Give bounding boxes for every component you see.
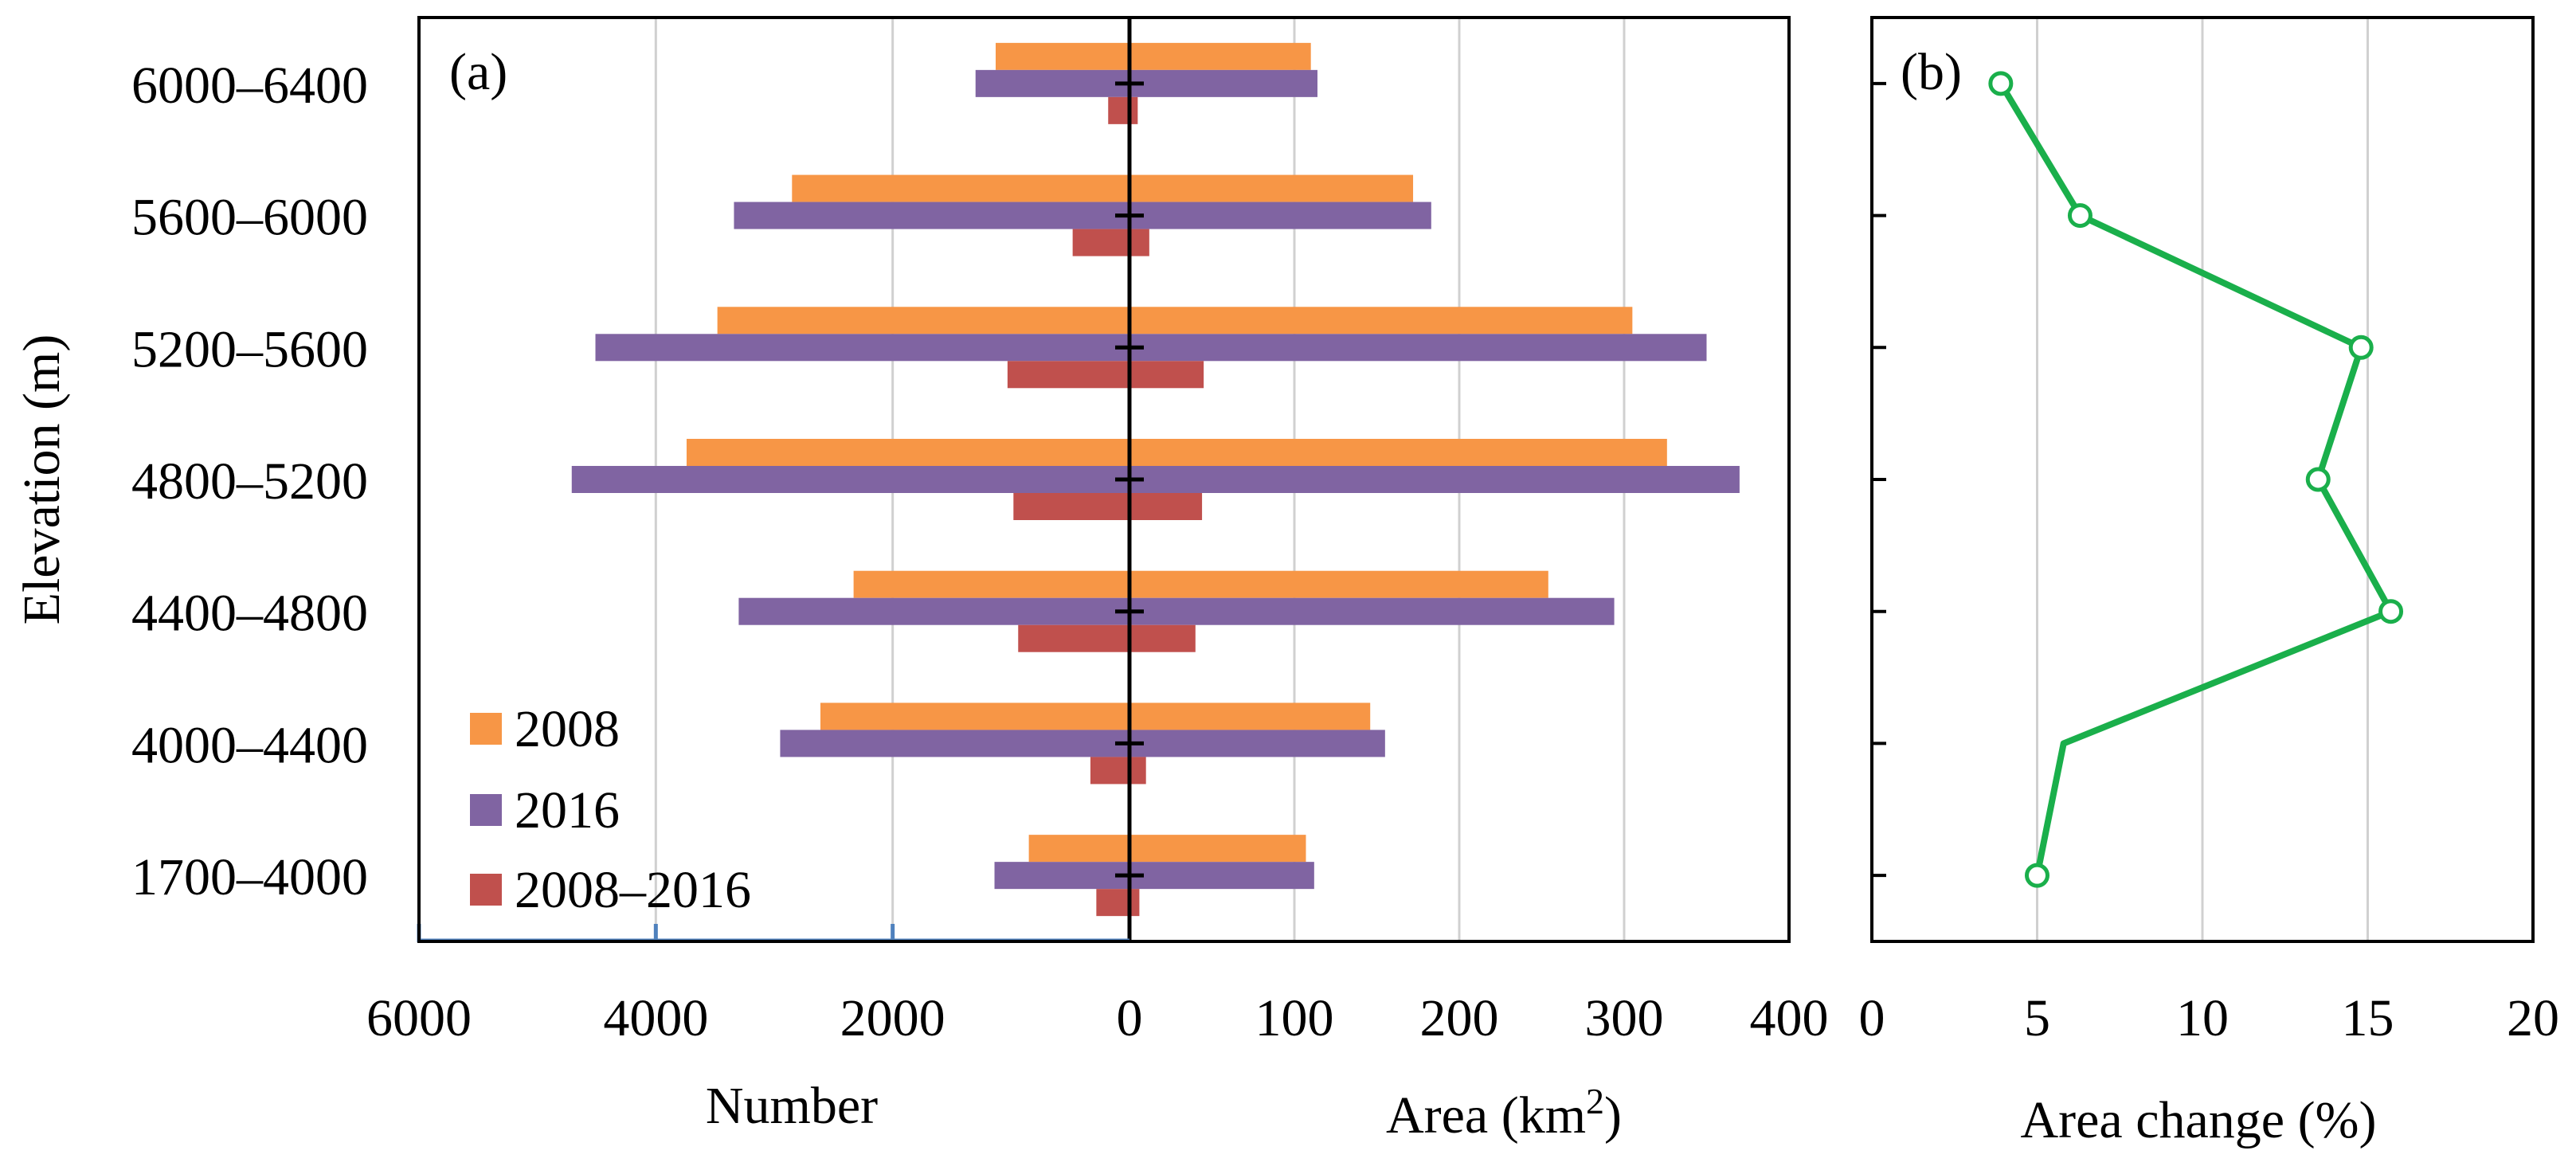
area-tick-label-200: 200 — [1420, 989, 1499, 1047]
bar-area-2008-1700-4000 — [1129, 835, 1306, 863]
number-tick-label-2000: 2000 — [840, 989, 945, 1047]
category-label-6000-6400: 6000–6400 — [131, 57, 368, 115]
area-tick-label-400: 400 — [1750, 989, 1829, 1047]
bar-number-2016-5600-6000 — [734, 202, 1129, 229]
bar-area-2008-2016-5200-5600 — [1129, 361, 1204, 389]
category-label-5600-6000: 5600–6000 — [131, 189, 368, 247]
category-label-1700-4000: 1700–4000 — [131, 848, 368, 906]
bar-area-2008-5200-5600 — [1129, 307, 1633, 335]
bar-number-2008-2016-1700-4000 — [1096, 889, 1129, 917]
bar-area-2016-1700-4000 — [1129, 862, 1314, 890]
bar-number-2008-2016-5200-5600 — [1007, 361, 1129, 389]
category-label-4800-5200: 4800–5200 — [131, 452, 368, 511]
bar-area-2008-2016-1700-4000 — [1129, 889, 1140, 917]
panel-b-category-ticks — [1872, 81, 1886, 878]
area-axis-title: Area (km2) — [1386, 1081, 1622, 1145]
bar-area-2016-4400-4800 — [1129, 597, 1615, 625]
legend-label-2016: 2016 — [515, 781, 620, 839]
panel-a-bars — [571, 42, 1740, 917]
y-axis-title: Elevation (m) — [13, 335, 71, 625]
bar-area-2008-2016-5600-6000 — [1129, 229, 1149, 256]
panel-a-frame — [417, 16, 1791, 943]
panel-a: (a) 6000–6400 5600–6000 5200–5600 4800–5200… — [13, 16, 1829, 1145]
legend-swatch-2016 — [470, 794, 502, 826]
bar-number-2008-2016-4000-4400 — [1090, 757, 1129, 785]
area-change-tick-label-5: 5 — [2024, 989, 2050, 1047]
bar-number-2008-6000-6400 — [996, 42, 1129, 70]
number-tick-label-4000: 4000 — [603, 989, 708, 1047]
area-change-axis-title: Area change (%) — [2020, 1091, 2376, 1149]
area-axis-tick-labels: 100 200 300 400 — [1255, 989, 1829, 1047]
legend-swatch-2008 — [470, 713, 502, 745]
area-change-point-6000-6400 — [1988, 71, 2014, 96]
bar-number-2016-4800-5200 — [571, 466, 1129, 493]
bar-area-2008-2016-6000-6400 — [1129, 96, 1138, 124]
bar-number-2016-6000-6400 — [975, 69, 1129, 97]
area-change-point-5600-6000 — [2067, 203, 2093, 229]
bar-number-2008-2016-5600-6000 — [1072, 229, 1129, 256]
bar-area-2008-6000-6400 — [1129, 42, 1311, 70]
bar-number-2008-4800-5200 — [686, 439, 1129, 466]
bar-number-2008-4400-4800 — [853, 570, 1129, 598]
category-label-5200-5600: 5200–5600 — [131, 320, 368, 378]
area-change-point-4400-4800 — [2378, 599, 2404, 624]
area-change-axis-tick-labels: 0 5 10 15 20 — [1859, 989, 2560, 1047]
area-axis-title-superscript: 2 — [1586, 1081, 1604, 1121]
panel-b-label: (b) — [1901, 43, 1962, 101]
bar-area-2016-4800-5200 — [1129, 466, 1740, 493]
bar-number-2008-2016-4400-4800 — [1018, 624, 1129, 652]
legend-swatch-2008-2016 — [470, 874, 502, 906]
legend-label-2008-2016: 2008–2016 — [515, 861, 751, 919]
area-change-tick-label-0: 0 — [1859, 989, 1885, 1047]
number-tick-label-0: 0 — [1117, 989, 1143, 1047]
bar-number-2008-2016-4800-5200 — [1013, 493, 1129, 520]
bar-area-2008-4400-4800 — [1129, 570, 1548, 598]
bar-number-2008-5200-5600 — [717, 307, 1129, 335]
legend-label-2008: 2008 — [515, 700, 620, 758]
area-change-tick-label-10: 10 — [2176, 989, 2229, 1047]
area-change-line — [1998, 81, 2394, 876]
bar-number-2016-4400-4800 — [738, 597, 1129, 625]
bar-area-2008-2016-4000-4400 — [1129, 757, 1146, 785]
panel-b-frame — [1870, 16, 2535, 943]
bar-area-2016-6000-6400 — [1129, 69, 1317, 97]
area-tick-label-100: 100 — [1255, 989, 1334, 1047]
panel-a-label: (a) — [449, 43, 507, 101]
bar-area-2008-4800-5200 — [1129, 439, 1667, 466]
number-axis-title: Number — [706, 1077, 878, 1135]
category-label-4000-4400: 4000–4400 — [131, 716, 368, 774]
bar-area-2016-5600-6000 — [1129, 202, 1431, 229]
bar-number-2008-2016-6000-6400 — [1108, 96, 1129, 124]
area-change-point-4800-5200 — [2305, 467, 2331, 492]
bar-number-2008-1700-4000 — [1028, 835, 1129, 863]
number-tick-label-6000: 6000 — [366, 989, 472, 1047]
bar-area-2016-4000-4400 — [1129, 730, 1385, 757]
bar-area-2008-2016-4800-5200 — [1129, 493, 1203, 520]
area-change-tick-label-20: 20 — [2507, 989, 2559, 1047]
bar-number-2008-4000-4400 — [820, 702, 1129, 730]
bar-area-2008-4000-4400 — [1129, 702, 1371, 730]
area-axis-title-text: Area (km — [1386, 1086, 1586, 1145]
area-change-points — [1988, 71, 2404, 888]
area-change-point-5200-5600 — [2348, 335, 2374, 360]
bar-area-2008-5600-6000 — [1129, 174, 1414, 202]
bar-number-2016-5200-5600 — [595, 334, 1129, 362]
panel-b: (b) 0 5 10 15 20 Area change (%) — [1859, 16, 2560, 1149]
legend: 2008 2016 2008–2016 — [470, 700, 751, 919]
area-change-tick-label-15: 15 — [2342, 989, 2394, 1047]
bar-number-2016-4000-4400 — [780, 730, 1129, 757]
bar-area-2016-5200-5600 — [1129, 334, 1707, 362]
bar-area-2008-2016-4400-4800 — [1129, 624, 1196, 652]
area-change-point-1700-4000 — [2025, 863, 2049, 888]
category-label-4400-4800: 4400–4800 — [131, 585, 368, 643]
bar-number-2008-5600-6000 — [792, 174, 1129, 202]
area-axis-title-tail: ) — [1604, 1086, 1622, 1145]
area-tick-label-300: 300 — [1585, 989, 1664, 1047]
number-axis-tick-labels: 6000 4000 2000 0 — [366, 989, 1143, 1047]
panel-a-category-labels: 6000–6400 5600–6000 5200–5600 4800–5200 4400… — [131, 57, 368, 906]
panel-a-category-ticks — [1115, 81, 1144, 878]
panel-b-gridlines — [2036, 18, 2369, 941]
bar-number-2016-1700-4000 — [994, 862, 1129, 890]
